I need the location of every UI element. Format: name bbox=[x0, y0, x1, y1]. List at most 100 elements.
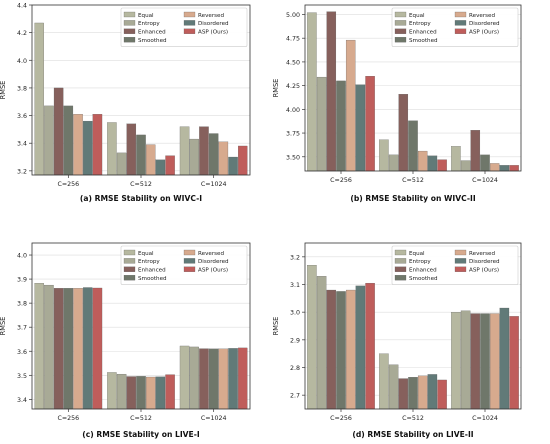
bar bbox=[388, 154, 399, 172]
bar bbox=[155, 159, 166, 176]
legend-swatch bbox=[394, 20, 407, 26]
x-tick-label: C=256 bbox=[330, 177, 352, 184]
y-tick-label: 4.50 bbox=[286, 59, 300, 66]
legend-swatch bbox=[454, 266, 467, 272]
legend: Equal Entropy Enhanced Smoothed Reversed Diso… bbox=[391, 245, 519, 285]
legend-label: Disordered bbox=[198, 259, 229, 265]
bar bbox=[34, 283, 44, 410]
y-tick-label: 3.0 bbox=[290, 310, 300, 317]
y-tick-label: 3.1 bbox=[290, 282, 300, 289]
bar bbox=[460, 310, 471, 410]
legend-label: Enhanced bbox=[409, 268, 437, 274]
legend-swatch bbox=[394, 258, 407, 264]
plot-frame bbox=[31, 4, 251, 176]
bar bbox=[336, 291, 346, 410]
bar bbox=[499, 307, 510, 410]
legend-label: Disordered bbox=[469, 21, 500, 27]
legend-box bbox=[391, 7, 519, 47]
plot-frame bbox=[304, 4, 522, 172]
y-tick-label: 3.7 bbox=[17, 325, 27, 332]
chart-d: 2.7 2.8 2.9 3.0 3.1 3.2 RMSE C=256 C=512 C=1024 Eq… bbox=[272, 242, 522, 439]
legend-swatch bbox=[394, 28, 407, 34]
bar bbox=[179, 126, 190, 176]
bar bbox=[208, 133, 219, 176]
legend-label: Smoothed bbox=[138, 38, 167, 44]
legend-label: Smoothed bbox=[409, 276, 438, 282]
bar bbox=[408, 120, 418, 172]
y-tick-label: 3.2 bbox=[290, 254, 300, 261]
bar bbox=[470, 130, 481, 172]
bar bbox=[145, 144, 156, 176]
bar bbox=[238, 145, 248, 176]
y-tick-label: 3.8 bbox=[17, 85, 27, 92]
y-axis-label: RMSE bbox=[0, 317, 7, 336]
legend-swatch bbox=[183, 266, 196, 272]
legend-label: Reversed bbox=[469, 251, 495, 257]
legend-swatch bbox=[183, 20, 196, 26]
bar bbox=[437, 159, 447, 172]
y-tick-label: 3.75 bbox=[286, 131, 300, 138]
panel-caption: (c) RMSE Stability on LIVE-I bbox=[82, 430, 200, 439]
legend-label: Disordered bbox=[198, 21, 229, 27]
bar bbox=[398, 94, 409, 172]
legend-swatch bbox=[183, 28, 196, 34]
y-tick-label: 4.0 bbox=[17, 58, 27, 65]
bar bbox=[107, 372, 117, 410]
bar bbox=[34, 22, 44, 176]
y-tick-label: 4.2 bbox=[17, 30, 27, 37]
legend-swatch bbox=[183, 249, 196, 256]
bar bbox=[116, 373, 127, 410]
y-tick-label: 3.4 bbox=[17, 397, 27, 404]
bar bbox=[307, 265, 317, 410]
bar bbox=[336, 80, 346, 172]
legend-swatch bbox=[123, 37, 136, 43]
chart-b: 3.50 3.75 4.00 4.25 4.50 4.75 5.00 RMSE C=256 C=5… bbox=[272, 4, 522, 203]
y-tick-label: 3.6 bbox=[17, 349, 27, 356]
bar bbox=[83, 287, 93, 410]
legend-label: Enhanced bbox=[409, 30, 437, 36]
legend: Equal Entropy Enhanced Smoothed Reversed Diso… bbox=[391, 7, 519, 47]
bar bbox=[365, 282, 375, 410]
y-tick-label: 3.6 bbox=[17, 113, 27, 120]
bar bbox=[437, 379, 447, 410]
x-tick-label: C=256 bbox=[330, 415, 352, 422]
bar bbox=[107, 122, 117, 176]
legend-swatch bbox=[123, 275, 136, 281]
bar bbox=[388, 364, 399, 410]
x-tick-label: C=256 bbox=[57, 181, 79, 188]
bar bbox=[155, 376, 166, 410]
bar bbox=[228, 348, 238, 410]
y-tick-label: 2.9 bbox=[290, 337, 300, 344]
bar bbox=[199, 126, 209, 176]
legend-label: Smoothed bbox=[409, 38, 438, 44]
bar bbox=[345, 39, 356, 172]
bar bbox=[365, 76, 375, 172]
bar bbox=[509, 316, 519, 410]
bar bbox=[92, 114, 103, 176]
x-tick-label: C=512 bbox=[402, 415, 424, 422]
bar bbox=[44, 284, 54, 410]
legend-swatch bbox=[183, 258, 196, 264]
bar bbox=[489, 313, 500, 410]
plot-frame bbox=[304, 242, 522, 410]
legend-swatch bbox=[123, 249, 136, 256]
bar bbox=[316, 76, 327, 172]
legend-box bbox=[120, 7, 248, 47]
legend-label: Equal bbox=[138, 13, 154, 19]
panel-caption: (d) RMSE Stability on LIVE-II bbox=[352, 430, 473, 439]
bar bbox=[489, 163, 500, 172]
bar bbox=[326, 289, 337, 410]
legend-label: Reversed bbox=[469, 13, 495, 19]
y-tick-label: 4.4 bbox=[17, 3, 27, 10]
bar bbox=[427, 155, 438, 172]
legend-swatch bbox=[394, 266, 407, 272]
y-tick-label: 4.0 bbox=[17, 253, 27, 260]
legend-label: Equal bbox=[138, 251, 154, 257]
bar bbox=[238, 347, 248, 410]
bar bbox=[427, 374, 438, 410]
legend-label: Equal bbox=[409, 13, 425, 19]
bar bbox=[499, 165, 510, 172]
legend-label: Enhanced bbox=[138, 30, 166, 36]
panel-caption: (b) RMSE Stability on WIVC-II bbox=[350, 194, 475, 203]
legend-label: Smoothed bbox=[138, 276, 167, 282]
